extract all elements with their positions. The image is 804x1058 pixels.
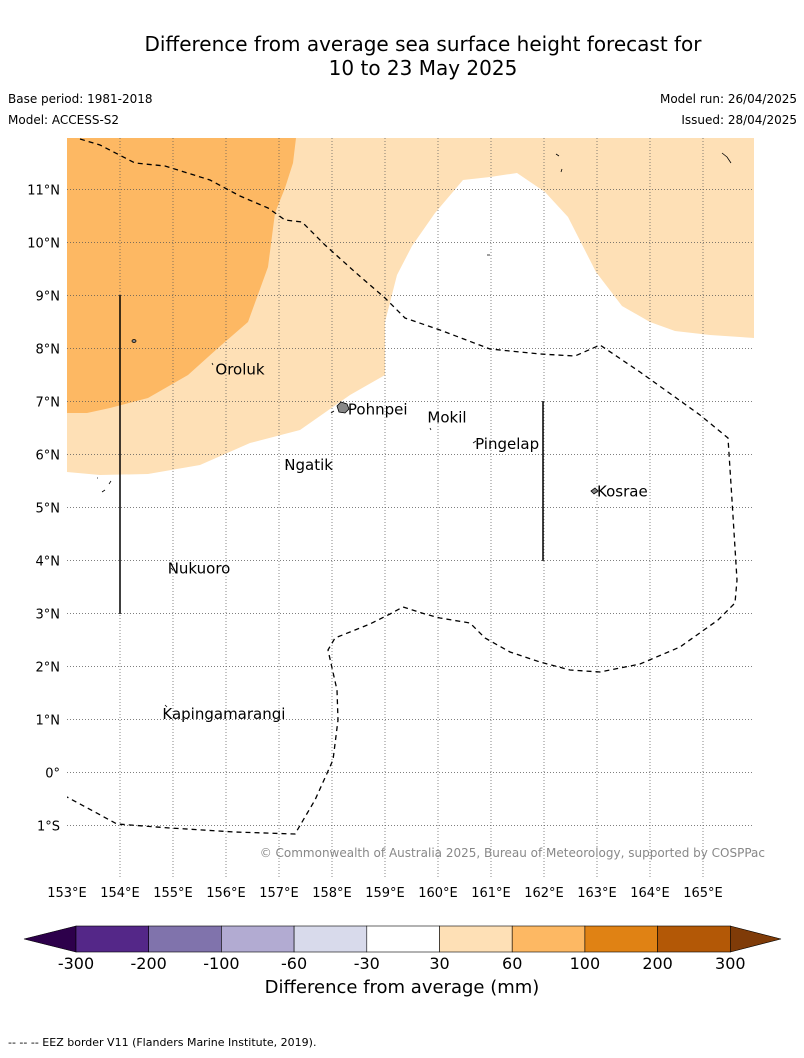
model-text: Model: ACCESS-S2 <box>8 113 120 127</box>
longitude-labels: 153°E 154°E 155°E 156°E 157°E 158°E 159°E 160°E… <box>47 886 723 901</box>
colorbar-tick-label: -300 <box>58 954 94 973</box>
longitude-label: 163°E <box>577 886 617 901</box>
place-label-nukuoro: Nukuoro <box>168 559 231 577</box>
latitude-label: 8°N <box>36 343 61 358</box>
place-labels: Oroluk Pohnpei Mokil Pingelap Ngatik Kosrae Nu… <box>162 361 647 724</box>
longitude-label: 153°E <box>47 886 87 901</box>
place-label-pohnpei: Pohnpei <box>348 400 408 418</box>
longitude-label: 157°E <box>259 886 299 901</box>
latitude-label: 7°N <box>36 396 61 411</box>
place-label-mokil: Mokil <box>427 408 466 426</box>
place-label-kapingamarangi: Kapingamarangi <box>162 705 285 723</box>
latitude-labels: 11°N 10°N 9°N 8°N 7°N 6°N 5°N 4°N 3°N 2°N 1°N 0° 1°S <box>27 184 60 835</box>
latitude-label: 4°N <box>36 555 61 570</box>
latitude-label: 10°N <box>27 237 60 252</box>
longitude-label: 165°E <box>683 886 723 901</box>
colorbar-tick-label: -30 <box>354 954 380 973</box>
colorbar-segment <box>584 925 658 953</box>
longitude-label: 159°E <box>365 886 405 901</box>
model-run-text: Model run: 26/04/2025 <box>659 92 797 106</box>
pohnpei-island <box>336 401 350 414</box>
longitude-label: 158°E <box>312 886 352 901</box>
colorbar-tick-label: 60 <box>502 954 522 973</box>
colorbar-over-arrow <box>730 925 782 953</box>
latitude-label: 3°N <box>36 608 61 623</box>
longitude-label: 164°E <box>630 886 670 901</box>
latitude-label: 0° <box>45 767 60 782</box>
small-island <box>131 339 137 343</box>
kosrae-island <box>590 487 599 495</box>
place-label-kosrae: Kosrae <box>597 483 648 501</box>
colorbar-segment <box>439 925 513 953</box>
colorbar-segment <box>75 925 149 953</box>
colorbar-segment <box>148 925 222 953</box>
longitude-label: 160°E <box>418 886 458 901</box>
latitude-label: 1°S <box>37 820 60 835</box>
island-shapes <box>131 339 599 495</box>
colorbar-tick-label: 200 <box>642 954 673 973</box>
latitude-label: 9°N <box>36 290 61 305</box>
colorbar-tick-label: -200 <box>131 954 167 973</box>
colorbar-segment <box>657 925 731 953</box>
latitude-label: 6°N <box>36 449 61 464</box>
colorbar-tick-label: 30 <box>429 954 449 973</box>
map-title-line-2: 10 to 23 May 2025 <box>328 56 518 80</box>
colorbar-tick-label: 300 <box>715 954 746 973</box>
colorbar-segment <box>221 925 295 953</box>
eez-border <box>67 138 738 835</box>
colorbar-under-arrow <box>23 925 77 953</box>
colorbar: -300 -200 -100 -60 -30 30 60 100 200 300 <box>23 925 782 973</box>
latitude-label: 5°N <box>36 502 61 517</box>
place-label-ngatik: Ngatik <box>284 456 333 474</box>
base-period-text: Base period: 1981-2018 <box>8 92 153 106</box>
anomaly-region-60-100 <box>67 138 296 413</box>
colorbar-title: Difference from average (mm) <box>264 977 540 998</box>
copyright-text: © Commonwealth of Australia 2025, Bureau… <box>260 846 765 860</box>
longitude-label: 161°E <box>471 886 511 901</box>
longitude-label: 155°E <box>153 886 193 901</box>
colorbar-tick-label: -100 <box>203 954 239 973</box>
latitude-label: 11°N <box>27 184 60 199</box>
place-label-oroluk: Oroluk <box>215 361 264 379</box>
longitude-label: 162°E <box>524 886 564 901</box>
colorbar-tick-label: -60 <box>281 954 307 973</box>
footer-note: -- -- -- EEZ border V11 (Flanders Marine… <box>8 1036 317 1049</box>
colorbar-tick-label: 100 <box>570 954 601 973</box>
longitude-label: 154°E <box>100 886 140 901</box>
colorbar-segment <box>293 925 368 953</box>
issued-text: Issued: 28/04/2025 <box>681 113 797 127</box>
colorbar-segment <box>511 925 586 953</box>
map-title: Difference from average sea surface heig… <box>0 32 804 80</box>
latitude-label: 1°N <box>36 714 61 729</box>
latitude-label: 2°N <box>36 661 61 676</box>
map-title-line-1: Difference from average sea surface heig… <box>144 32 702 56</box>
colorbar-segment <box>366 925 440 953</box>
map-graticule <box>67 138 754 878</box>
longitude-label: 156°E <box>206 886 246 901</box>
place-label-pingelap: Pingelap <box>475 435 539 453</box>
